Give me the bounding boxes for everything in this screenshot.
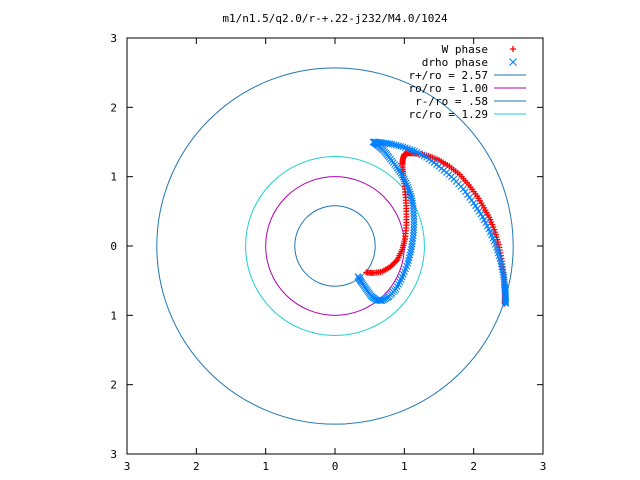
circle-roro	[265, 176, 405, 316]
y-tick-label: 1	[110, 309, 117, 322]
drho-phase-point	[410, 215, 418, 223]
drho-phase-point	[407, 246, 415, 253]
drho-phase-point	[400, 175, 408, 183]
drho-phase-point	[410, 229, 417, 237]
y-tick-label: 2	[110, 101, 117, 114]
legend-plus-marker	[510, 46, 516, 52]
drho-phase-point	[406, 188, 413, 196]
x-tick-label: 1	[401, 460, 408, 473]
legend-label: drho phase	[422, 56, 488, 69]
drho-phase-point	[408, 240, 416, 248]
y-tick-label: 0	[110, 240, 117, 253]
drho-phase-point	[407, 190, 414, 198]
legend-label: W phase	[442, 43, 488, 56]
y-tick-label: 3	[110, 448, 117, 461]
circle-rro	[294, 205, 376, 287]
drho-phase-point	[403, 181, 411, 189]
series-w-phase	[363, 150, 508, 307]
y-tick-label: 2	[110, 379, 117, 392]
drho-phase-point	[404, 183, 412, 191]
drho-phase-point	[406, 145, 414, 153]
y-tick-label: 3	[110, 32, 117, 45]
drho-phase-point	[399, 173, 407, 181]
series-drho-phase	[354, 138, 509, 307]
drho-phase-point	[401, 144, 409, 152]
drho-phase-point	[410, 218, 418, 226]
legend-label: rc/ro = 1.29	[409, 108, 488, 121]
radius-circles	[156, 67, 514, 425]
drho-phase-point	[409, 237, 416, 245]
drho-phase-point	[377, 297, 385, 305]
w-phase-point	[391, 259, 398, 266]
y-tick-label: 1	[110, 171, 117, 184]
x-tick-label: 1	[262, 460, 269, 473]
legend-label: r+/ro = 2.57	[409, 69, 488, 82]
drho-phase-point	[409, 232, 417, 239]
chart-title: m1/n1.5/q2.0/r-+.22-j232/M4.0/1024	[222, 12, 448, 25]
drho-phase-point	[408, 243, 416, 251]
x-tick-label: 2	[470, 460, 477, 473]
drho-phase-point	[410, 221, 418, 228]
drho-phase-point	[410, 223, 418, 231]
drho-phase-point	[399, 143, 407, 151]
x-tick-label: 3	[540, 460, 547, 473]
drho-phase-point	[502, 300, 509, 307]
drho-phase-point	[401, 177, 409, 185]
drho-phase-point	[409, 234, 417, 242]
drho-phase-point	[408, 146, 416, 154]
circle-rcro	[245, 156, 425, 336]
drho-phase-point	[410, 210, 418, 217]
drho-phase-point	[402, 179, 410, 187]
legend-label: ro/ro = 1.00	[409, 82, 488, 95]
data-series	[354, 138, 509, 307]
drho-phase-point	[404, 145, 412, 152]
drho-phase-point	[410, 212, 418, 220]
drho-phase-point	[397, 142, 405, 150]
circle-rro	[156, 67, 514, 425]
drho-phase-point	[410, 226, 418, 234]
drho-phase-point	[405, 186, 413, 193]
legend-label: r-/ro = .58	[415, 95, 488, 108]
drho-phase-point	[407, 192, 415, 200]
x-tick-label: 0	[332, 460, 339, 473]
w-phase-point	[390, 261, 397, 268]
x-tick-label: 3	[124, 460, 131, 473]
x-tick-label: 2	[193, 460, 200, 473]
legend-x-marker	[509, 58, 517, 66]
